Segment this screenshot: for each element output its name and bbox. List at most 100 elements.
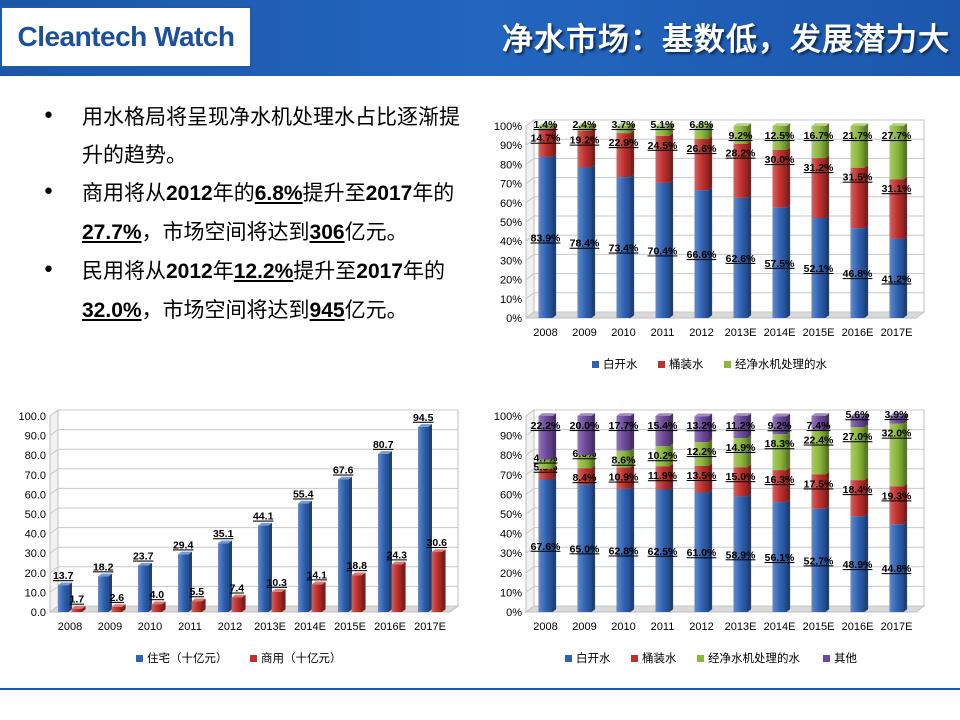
bar-住宅（十亿元）-2011 — [178, 551, 192, 612]
data-label: 14.7% — [531, 133, 561, 145]
bar-经净水机处理的水-2010 — [616, 123, 635, 134]
data-label: 4.0 — [149, 589, 164, 601]
bar-商用（十亿元）-2013E — [271, 589, 286, 612]
data-label: 10.9% — [609, 472, 639, 484]
bar-side — [428, 424, 432, 612]
bar-side — [68, 582, 72, 612]
y-tick-label: 0% — [506, 607, 522, 619]
bar-front — [733, 126, 748, 144]
legend-swatch-icon — [697, 655, 704, 662]
bar-其他-2008 — [538, 413, 557, 460]
bar-商用（十亿元）-2015E — [351, 572, 366, 612]
bar-front — [538, 156, 553, 318]
bullet-list: • 用水格局将呈现净水机处理水占比逐渐提升的趋势。 • 商用将从2012年的6.8%提… — [40, 98, 460, 330]
bar-front — [655, 135, 670, 183]
bar-top — [351, 572, 366, 576]
bar-front — [694, 139, 709, 191]
y-tick-label: 80% — [500, 159, 522, 171]
y-tick-label: 50% — [500, 509, 522, 521]
bar-front — [772, 207, 787, 318]
bar-side — [864, 225, 869, 318]
bar-top — [772, 413, 791, 417]
bar-front — [694, 126, 709, 140]
bar-side — [903, 123, 908, 180]
data-label: 32.0% — [882, 428, 912, 440]
legend-label: 其他 — [834, 651, 857, 665]
bar-side — [268, 522, 272, 612]
bar-side — [108, 573, 112, 612]
bar-front — [577, 167, 592, 318]
bar-front — [694, 416, 709, 443]
bar-top — [218, 540, 232, 544]
x-tick-label: 2013E — [725, 327, 757, 339]
data-label: 11.9% — [648, 470, 678, 482]
bar-top — [811, 413, 830, 416]
bar-front — [850, 427, 865, 481]
bar-front — [191, 601, 202, 612]
bar-front — [577, 468, 592, 485]
bar-side — [242, 594, 246, 612]
bar-side — [591, 413, 596, 456]
bar-front — [577, 484, 592, 612]
bar-front — [694, 465, 709, 493]
data-label: 31.5% — [843, 172, 873, 184]
bar-top — [889, 413, 908, 416]
bullet-item: • 民用将从2012年12.2%提升至2017年的 32.0%，市场空间将达到945… — [40, 252, 460, 330]
gridline — [49, 546, 458, 554]
bar-top — [98, 573, 112, 577]
data-label: 62.5% — [648, 546, 678, 558]
data-label: 22.4% — [804, 435, 834, 447]
legend-label: 桶装水 — [669, 357, 704, 371]
bar-白开水-2012 — [694, 187, 713, 318]
data-label: 31.1% — [882, 183, 912, 195]
bar-top — [311, 581, 326, 585]
gridline — [525, 487, 924, 495]
bar-front — [694, 492, 709, 612]
x-tick-label: 2010 — [611, 621, 635, 633]
bullet-text: 306 — [309, 221, 345, 244]
data-label: 5.5 — [189, 586, 204, 598]
y-tick-label: 100% — [494, 121, 522, 133]
bar-top — [71, 605, 86, 609]
data-label: 52.1% — [804, 263, 834, 275]
bar-side — [630, 447, 635, 468]
bar-front — [811, 474, 826, 509]
data-label: 15.4% — [648, 420, 678, 432]
bar-其他-2012 — [694, 413, 713, 443]
chart-svg: 0% 10% 20% 30% 40% 50% 60% 70% 80% 90% 100% 2008 67.… — [494, 409, 926, 665]
bar-住宅（十亿元）-2014E — [298, 500, 312, 612]
bar-经净水机处理的水-2013E — [733, 123, 752, 144]
bar-side — [747, 435, 752, 468]
data-label: 10.2% — [648, 450, 678, 462]
data-label: 24.3 — [387, 549, 408, 561]
bar-side — [591, 123, 596, 131]
y-tick-label: 20.0 — [25, 568, 46, 580]
legend-label: 白开水 — [603, 357, 638, 371]
legend-swatch-icon — [565, 655, 572, 662]
data-label: 10.3 — [267, 577, 288, 589]
bar-side — [864, 477, 869, 517]
data-label: 44.8% — [882, 563, 912, 575]
bar-side — [122, 604, 126, 612]
bar-side — [552, 154, 557, 318]
y-tick-label: 10.0 — [25, 587, 46, 599]
bar-front — [311, 584, 322, 612]
data-label: 24.5% — [648, 140, 678, 152]
bullet-text: 商用将从 — [82, 181, 166, 205]
bar-top — [772, 123, 791, 126]
x-tick-label: 2015E — [803, 327, 835, 339]
y-tick-label: 70% — [500, 470, 522, 482]
data-label: 13.2% — [687, 420, 717, 432]
data-label: 94.5 — [413, 412, 434, 424]
bar-top — [138, 562, 152, 566]
bar-front — [58, 585, 69, 612]
bullet-text: 12.2% — [233, 260, 294, 283]
bar-front — [889, 524, 904, 612]
data-label: 20.0% — [570, 420, 600, 432]
bar-front — [772, 416, 787, 435]
bar-side — [442, 549, 446, 612]
gridline — [525, 157, 924, 165]
bar-side — [162, 601, 166, 612]
bar-top — [616, 413, 635, 416]
data-label: 12.2% — [687, 446, 717, 458]
